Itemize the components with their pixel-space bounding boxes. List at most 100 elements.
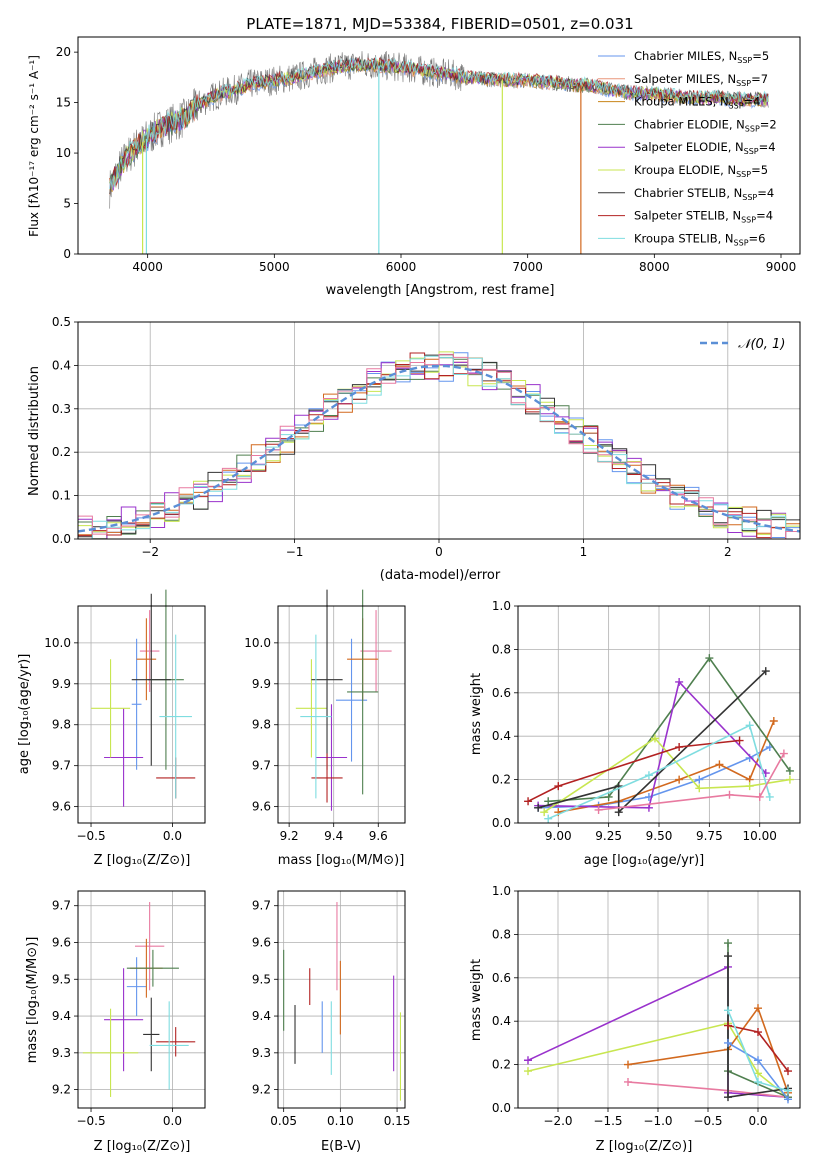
spectrum-ylabel: Flux [fλ10⁻¹⁷ erg cm⁻² s⁻¹ A⁻¹] <box>27 55 41 237</box>
age-z-xlabel: Z [log₁₀(Z/Z⊙)] <box>94 853 191 868</box>
weight-line <box>527 1022 789 1098</box>
weight-marker <box>784 1095 792 1104</box>
mass-ebv-panel: E(B-V) 0.05 0.10 0.15 9.2 9.3 9.4 9.5 9.6 9.7 <box>252 890 410 1154</box>
weight-marker <box>534 803 543 812</box>
x-tick-label: −1.5 <box>593 1114 622 1128</box>
legend-entry: Kroupa MILES, NSSP=4 <box>634 95 760 111</box>
weight-line <box>548 656 791 803</box>
x-tick-label: 0 <box>435 545 443 559</box>
y-tick-label: 1.0 <box>492 884 511 898</box>
weight-marker <box>524 797 533 806</box>
x-tick-label: 8000 <box>639 260 670 274</box>
weight-marker <box>761 667 770 676</box>
mass-z-xlabel: Z [log₁₀(Z/Z⊙)] <box>94 1139 191 1154</box>
mass-ebv-xlabel: E(B-V) <box>321 1139 361 1154</box>
x-tick-label: 10.00 <box>743 829 777 843</box>
weight-marker <box>644 803 653 812</box>
weight-marker <box>769 717 778 726</box>
y-tick-label: 9.2 <box>52 1083 71 1097</box>
axes-frame <box>517 890 801 1109</box>
y-tick-label: 9.3 <box>52 1046 71 1060</box>
legend-entry: Chabrier ELODIE, NSSP=2 <box>634 117 777 133</box>
weight-marker <box>745 782 754 791</box>
weight-line <box>537 670 767 814</box>
weight-marker <box>675 775 684 784</box>
y-tick-label: 0.5 <box>52 315 71 329</box>
legend-entry: Salpeter ELODIE, NSSP=4 <box>634 140 776 156</box>
legend-entry: Salpeter STELIB, NSSP=4 <box>634 209 773 225</box>
axes-frame <box>77 321 801 540</box>
legend-entry: Chabrier STELIB, NSSP=4 <box>634 186 774 202</box>
weight-marker <box>544 797 553 806</box>
y-tick-label: 1.0 <box>492 599 511 613</box>
axes-frame <box>277 890 406 1109</box>
weight-marker <box>754 1077 762 1086</box>
axes-frame <box>77 890 206 1109</box>
spectrum-title: PLATE=1871, MJD=53384, FIBERID=0501, z=0… <box>246 15 633 33</box>
weight-marker <box>524 1056 532 1065</box>
x-tick-label: −1.0 <box>643 1114 672 1128</box>
x-tick-label: 0.05 <box>270 1114 297 1128</box>
weight-marker <box>779 749 788 758</box>
age-z-panel: Z [log₁₀(Z/Z⊙)] age [log₁₀(age/yr)] −0.5… <box>17 589 206 868</box>
weight-marker <box>554 782 563 791</box>
axes-frame <box>277 605 406 824</box>
spectrum-model-line <box>109 57 769 191</box>
age-mass-panel: mass [log₁₀(M/M⊙)] 9.2 9.4 9.6 9.6 9.7 9.8 9.9… <box>244 589 406 868</box>
y-tick-label: 0.2 <box>492 1058 511 1072</box>
axes-frame <box>517 605 801 824</box>
y-tick-label: 0.4 <box>492 1014 511 1028</box>
y-tick-label: 0 <box>63 247 71 261</box>
y-tick-label: 0.8 <box>492 927 511 941</box>
weight-marker <box>724 1093 732 1102</box>
x-tick-label: 9.25 <box>595 829 622 843</box>
weight-marker <box>650 734 659 743</box>
y-tick-label: 9.9 <box>52 677 71 691</box>
weight-marker <box>675 677 684 686</box>
legend-entry: Salpeter MILES, NSSP=7 <box>634 72 768 88</box>
weight-marker <box>544 814 553 823</box>
weight-marker <box>784 1086 792 1095</box>
weight-marker <box>724 952 732 961</box>
y-tick-label: 9.6 <box>52 800 71 814</box>
weight-age-panel: age [log₁₀(age/yr)] mass weight 9.00 9.25… <box>469 599 801 868</box>
weight-line <box>538 680 767 809</box>
y-tick-label: 9.7 <box>252 899 271 913</box>
weight-marker <box>594 805 603 814</box>
normal-curve <box>77 364 801 533</box>
weight-marker <box>724 1038 732 1047</box>
x-tick-label: 1 <box>580 545 588 559</box>
legend-entry: Kroupa ELODIE, NSSP=5 <box>634 163 768 179</box>
y-tick-label: 9.9 <box>252 677 271 691</box>
weight-marker <box>724 1021 732 1030</box>
weight-z-xlabel: Z [log₁₀(Z/Z⊙)] <box>596 1139 693 1154</box>
weight-marker <box>765 792 774 801</box>
y-tick-label: 9.5 <box>252 972 271 986</box>
weight-z-panel: Z [log₁₀(Z/Z⊙)] mass weight −2.0 −1.5 −1.0… <box>469 884 801 1154</box>
weight-age-xlabel: age [log₁₀(age/yr)] <box>584 853 705 868</box>
weight-marker <box>754 1069 762 1078</box>
axes-frame <box>77 36 801 255</box>
y-tick-label: 9.4 <box>52 1009 71 1023</box>
x-tick-label: 0.0 <box>163 1114 182 1128</box>
y-tick-label: 9.2 <box>252 1083 271 1097</box>
y-tick-label: 15 <box>56 96 71 110</box>
y-tick-label: 0.1 <box>52 489 71 503</box>
x-tick-label: 9.2 <box>280 829 299 843</box>
y-tick-label: 9.6 <box>252 800 271 814</box>
x-tick-label: 7000 <box>512 260 543 274</box>
weight-marker <box>785 775 794 784</box>
x-tick-label: 0.10 <box>327 1114 354 1128</box>
x-tick-label: 2 <box>724 545 732 559</box>
y-tick-label: 10.0 <box>44 636 71 650</box>
weight-z-ylabel: mass weight <box>469 959 484 1041</box>
x-tick-label: 9.75 <box>696 829 723 843</box>
weight-marker <box>604 792 613 801</box>
y-tick-label: 0.4 <box>492 729 511 743</box>
age-mass-xlabel: mass [log₁₀(M/M⊙)] <box>278 853 405 868</box>
y-tick-label: 5 <box>63 197 71 211</box>
weight-marker <box>695 775 704 784</box>
y-tick-label: 0.0 <box>492 816 511 830</box>
y-tick-label: 0.3 <box>52 402 71 416</box>
weight-marker <box>724 939 732 948</box>
